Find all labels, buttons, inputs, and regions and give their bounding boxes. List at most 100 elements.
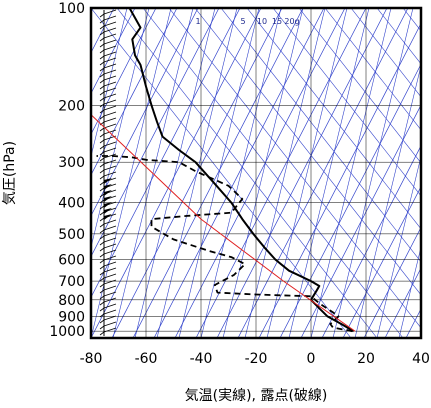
wind-barb-tail (99, 199, 105, 204)
mixing-ratio-line (376, 155, 421, 338)
series-layer (91, 8, 356, 333)
skew-line (405, 308, 421, 338)
adiabat-line (272, 8, 421, 197)
adiabat-line (324, 8, 421, 131)
mixing-ratio-line (288, 8, 370, 338)
mixing-ratio-line (398, 245, 421, 338)
mixing-ratio-line (420, 336, 421, 338)
y-tick-label: 800 (58, 293, 85, 309)
x-tick-label: -60 (135, 351, 158, 367)
wind-barb (103, 297, 117, 303)
x-tick-labels: -80 -60 -40 -20 0 20 40 (80, 351, 430, 367)
wind-barb-tail (99, 79, 105, 84)
wind-barb-tail (99, 253, 105, 258)
wind-barb (103, 249, 117, 255)
wind-barb (103, 165, 117, 171)
wind-barb (103, 129, 117, 135)
x-tick-label: -80 (80, 351, 103, 367)
adiabat-line (142, 8, 404, 338)
y-tick-label: 400 (58, 196, 85, 212)
wind-barb-tail (99, 43, 105, 48)
mixing-ratio-line (354, 64, 421, 338)
skew-line (195, 8, 367, 338)
mixing-ratio-line (244, 8, 326, 338)
wind-barb (103, 309, 117, 315)
wind-barbs (99, 9, 117, 336)
wind-barb-tail (99, 211, 105, 216)
y-tick-label: 700 (58, 274, 85, 290)
wind-barb-tail (99, 301, 105, 306)
plot-frame (89, 6, 423, 340)
adiabat-line (91, 8, 352, 338)
wind-barb-tail (99, 229, 105, 234)
mixing-ratio-label: 20g (284, 17, 299, 26)
wind-barb-tail (99, 91, 105, 96)
wind-barb (103, 231, 117, 237)
skew-temperature-lines (91, 8, 421, 338)
wind-barb-tail (99, 163, 105, 168)
wind-barb-tail (99, 115, 105, 120)
wind-barb-tail (99, 181, 105, 186)
series-solid-line (128, 8, 355, 333)
wind-barb-tail (99, 25, 105, 30)
wind-barb (103, 51, 117, 57)
mixing-ratio-label: 5 (240, 17, 245, 26)
mixing-ratio-line (222, 8, 304, 338)
wind-barb (103, 267, 117, 273)
wind-barb (103, 21, 117, 27)
wind-barb (103, 237, 117, 243)
wind-barb-flag (104, 202, 112, 208)
y-tick-label: 1000 (49, 324, 85, 340)
mixing-ratio-line (156, 8, 238, 338)
series-reference-line (91, 114, 356, 332)
y-tick-label: 100 (58, 1, 85, 17)
wind-barb-tail (99, 175, 105, 180)
wind-barb-tail (99, 247, 105, 252)
wind-barb-tail (99, 265, 105, 270)
wind-barb (103, 219, 117, 225)
wind-barb-tail (99, 31, 105, 36)
series-dashed-line (96, 155, 353, 333)
wind-barb (103, 105, 117, 111)
mixing-ratio-line (200, 8, 282, 338)
wind-barb-flag (104, 196, 112, 202)
wind-barb (103, 315, 117, 321)
adiabat-line (246, 8, 421, 230)
wind-barb-tail (99, 133, 105, 138)
wind-barb (103, 255, 117, 261)
wind-barb-tail (99, 49, 105, 54)
skew-line (258, 22, 421, 338)
wind-barb-tail (99, 283, 105, 288)
x-tick-label: 20 (357, 351, 375, 367)
y-axis-title: 気圧(hPa) (2, 141, 18, 205)
wind-barb-tail (99, 55, 105, 60)
grid-lines (91, 8, 421, 338)
wind-barb-tail (99, 145, 105, 150)
skew-line (321, 145, 421, 338)
wind-barb-tail (99, 313, 105, 318)
wind-barb-tail (99, 67, 105, 72)
wind-barb (103, 279, 117, 285)
wind-barb-tail (99, 277, 105, 282)
mixing-ratio-label: 10 (257, 17, 267, 26)
wind-barb (103, 321, 117, 327)
skew-line (342, 185, 421, 338)
wind-barb-tail (99, 127, 105, 132)
wind-barb (103, 123, 117, 129)
x-tick-label: 40 (412, 351, 430, 367)
y-tick-label: 900 (58, 309, 85, 325)
x-tick-label: 0 (307, 351, 316, 367)
wind-barb (103, 33, 117, 39)
wind-barb (103, 117, 117, 123)
wind-barb-tail (99, 73, 105, 78)
wind-barb (103, 75, 117, 81)
mixing-ratio-line (178, 8, 260, 338)
wind-barb-tail (99, 187, 105, 192)
mixing-ratio-label: 1 (195, 17, 200, 26)
skew-line (91, 8, 262, 338)
skew-line (91, 8, 220, 258)
wind-barb-tail (99, 289, 105, 294)
wind-barb-tail (99, 259, 105, 264)
x-tick-label: -20 (245, 351, 268, 367)
